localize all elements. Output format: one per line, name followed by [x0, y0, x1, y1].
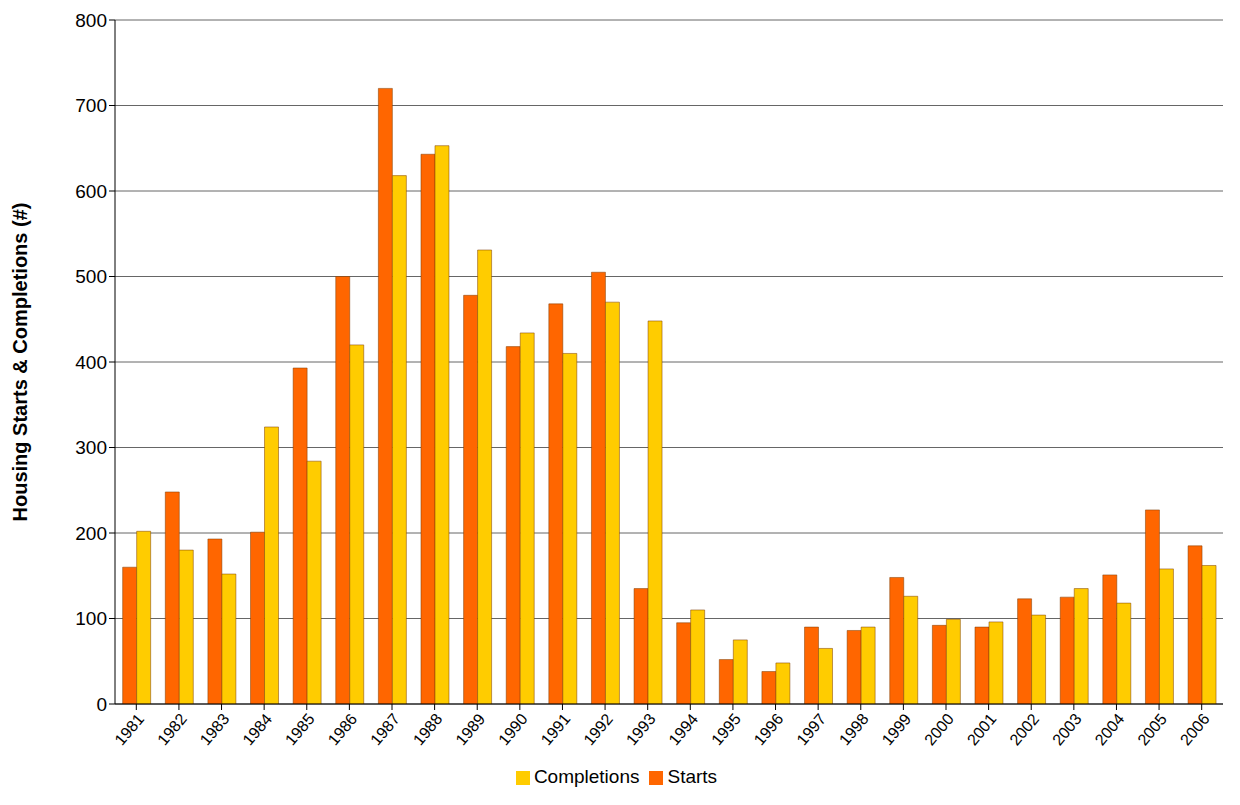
svg-text:1994: 1994 [665, 710, 701, 748]
svg-text:100: 100 [75, 608, 107, 629]
svg-text:200: 200 [75, 523, 107, 544]
svg-text:1991: 1991 [538, 710, 574, 748]
html-text:Starts: Starts [667, 766, 718, 787]
svg-text:2000: 2000 [921, 710, 957, 748]
svg-text:1986: 1986 [324, 710, 360, 748]
svg-text:0: 0 [96, 694, 107, 715]
svg-text:2006: 2006 [1177, 710, 1213, 748]
svg-text:1984: 1984 [239, 710, 275, 748]
svg-text:1982: 1982 [154, 710, 190, 748]
svg-text:1995: 1995 [708, 710, 744, 748]
svg-text:1997: 1997 [793, 710, 829, 748]
svg-text:600: 600 [75, 181, 107, 202]
svg-text:700: 700 [75, 95, 107, 116]
svg-text:2002: 2002 [1006, 710, 1042, 748]
svg-text:800: 800 [75, 10, 107, 31]
svg-text:1983: 1983 [197, 710, 233, 748]
svg-text:2001: 2001 [964, 710, 1000, 748]
svg-text:1999: 1999 [878, 710, 914, 748]
svg-text:1990: 1990 [495, 710, 531, 748]
svg-text:2005: 2005 [1134, 710, 1170, 748]
svg-text:1996: 1996 [751, 710, 787, 748]
svg-text:1992: 1992 [580, 710, 616, 748]
svg-text:Housing Starts & Completions (: Housing Starts & Completions (#) [9, 203, 31, 522]
svg-text:1989: 1989 [452, 710, 488, 748]
html-text:Completions: Completions [533, 766, 640, 787]
svg-text:1985: 1985 [282, 710, 318, 748]
svg-text:1981: 1981 [111, 710, 147, 748]
svg-text:400: 400 [75, 352, 107, 373]
svg-text:1998: 1998 [836, 710, 872, 748]
svg-text:1988: 1988 [410, 710, 446, 748]
svg-text:2003: 2003 [1049, 710, 1085, 748]
svg-text:1987: 1987 [367, 710, 403, 748]
svg-text:300: 300 [75, 437, 107, 458]
svg-text:1993: 1993 [623, 710, 659, 748]
svg-text:2004: 2004 [1092, 710, 1128, 748]
svg-text:500: 500 [75, 266, 107, 287]
